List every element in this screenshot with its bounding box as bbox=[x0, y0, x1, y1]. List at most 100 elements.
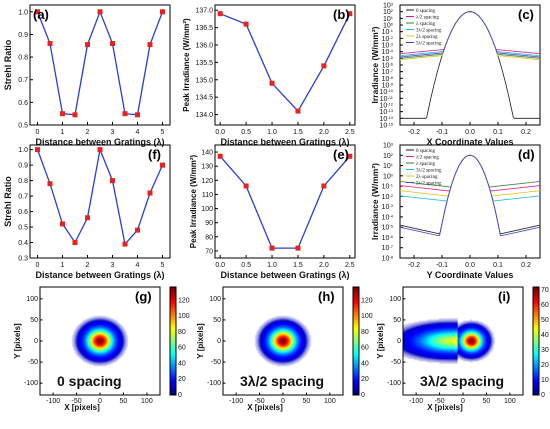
x-tick-label: 4 bbox=[136, 262, 140, 269]
colorbar-segment bbox=[170, 297, 176, 301]
colorbar-segment bbox=[533, 351, 539, 355]
data-point bbox=[321, 63, 327, 69]
x-tick-label: 0.0 bbox=[215, 129, 225, 136]
x-axis-label: X [pixels] bbox=[247, 403, 283, 412]
x-tick-label: 0 bbox=[98, 398, 102, 405]
plot-frame bbox=[29, 4, 171, 126]
colorbar-segment bbox=[533, 292, 539, 296]
x-tick-label: -100 bbox=[229, 398, 243, 405]
y-tick-label: 10-2 bbox=[382, 35, 394, 43]
data-point bbox=[47, 181, 53, 187]
colorbar-segment bbox=[353, 373, 359, 377]
y-tick-label: 0.9 bbox=[18, 32, 28, 39]
data-point bbox=[295, 245, 301, 251]
y-tick-exponent: -15 bbox=[387, 122, 394, 127]
colorbar-tick-label: 120 bbox=[178, 297, 190, 304]
heatmap-image bbox=[403, 287, 523, 395]
colorbar-segment bbox=[170, 332, 176, 337]
y-tick-label: 10-14 bbox=[379, 115, 393, 123]
data-point bbox=[217, 11, 223, 17]
x-tick-label: -0.1 bbox=[436, 129, 448, 136]
colorbar-segment bbox=[170, 330, 176, 334]
colorbar-segment bbox=[170, 362, 176, 366]
y-tick-exponent: -6 bbox=[389, 234, 393, 239]
legend-entry: 2λ spacing bbox=[416, 175, 438, 180]
x-tick-label: -50 bbox=[435, 398, 445, 405]
y-tick-label: 0.8 bbox=[18, 55, 28, 62]
colorbar-segment bbox=[533, 373, 539, 377]
x-tick-label: 5 bbox=[161, 262, 165, 269]
legend-entry: 2λ spacing bbox=[416, 35, 438, 40]
x-tick-label: 2.5 bbox=[345, 262, 355, 269]
colorbar-tick-label: 80 bbox=[178, 329, 186, 336]
y-tick-exponent: -8 bbox=[389, 255, 393, 260]
y-tick-label: 0.7 bbox=[18, 194, 28, 201]
colorbar-segment bbox=[533, 289, 539, 293]
legend-entry: 5λ/2 spacing bbox=[416, 42, 442, 47]
data-point bbox=[295, 108, 301, 114]
y-tick-exponent: -5 bbox=[389, 55, 393, 60]
colorbar-segment bbox=[353, 297, 359, 301]
data-point bbox=[72, 112, 78, 118]
colorbar-segment bbox=[170, 392, 176, 396]
data-point bbox=[135, 112, 140, 118]
y-tick-label: 0.3 bbox=[18, 256, 28, 263]
colorbar-segment bbox=[533, 295, 539, 299]
series-line bbox=[36, 10, 164, 116]
x-tick-label: 1.5 bbox=[293, 129, 303, 136]
y-tick-label: 0.4 bbox=[18, 240, 28, 247]
x-tick-label: 1.0 bbox=[267, 129, 277, 136]
colorbar-segment bbox=[170, 384, 176, 388]
x-tick-label: 100 bbox=[324, 398, 336, 405]
y-tick-label: 100 bbox=[383, 172, 394, 180]
series-line bbox=[219, 155, 351, 249]
chart-panel-g: -100 -50 0 50 100 100 50 0 -50 -100 X [pixels] Y [p… bbox=[13, 286, 190, 412]
colorbar-segment bbox=[170, 359, 176, 364]
colorbar-tick-label: 40 bbox=[178, 360, 186, 367]
y-tick-label: 10-7 bbox=[382, 68, 394, 76]
colorbar-segment bbox=[353, 362, 359, 366]
x-tick-label: 2 bbox=[86, 262, 90, 269]
colorbar-segment bbox=[353, 376, 359, 380]
y-tick-label: 102 bbox=[383, 152, 394, 160]
colorbar-segment bbox=[170, 300, 176, 304]
x-tick-label: -100 bbox=[46, 398, 60, 405]
colorbar-segment bbox=[170, 389, 176, 393]
y-axis-label: Y [pixels] bbox=[196, 323, 205, 359]
x-tick-label: 0.1 bbox=[493, 262, 503, 269]
heatmap-caption: 0 spacing bbox=[57, 373, 122, 389]
y-axis-label: Peak Irradiance (W/mm²) bbox=[189, 154, 198, 248]
colorbar-segment bbox=[353, 365, 359, 369]
colorbar-tick-label: 0 bbox=[541, 392, 545, 399]
colorbar-segment bbox=[353, 322, 359, 326]
colorbar-segment bbox=[533, 332, 539, 337]
y-tick-exponent: -2 bbox=[389, 35, 393, 40]
x-tick-label: -0.2 bbox=[408, 129, 420, 136]
colorbar-segment bbox=[533, 357, 539, 361]
x-tick-label: 0.0 bbox=[465, 262, 475, 269]
y-tick-exponent: -5 bbox=[389, 224, 393, 229]
data-point bbox=[97, 147, 103, 153]
chart-panel-c: -0.2 -0.1 0.0 0.1 0.210-1510-1410-1310-1210-… bbox=[370, 2, 541, 147]
y-tick-label: 10-4 bbox=[382, 213, 394, 221]
y-tick-label: 0.8 bbox=[18, 178, 28, 185]
colorbar-segment bbox=[533, 392, 539, 396]
colorbar-segment bbox=[170, 381, 176, 385]
colorbar-segment bbox=[533, 303, 539, 307]
y-axis-label: Strehl Ratio bbox=[3, 39, 13, 90]
y-tick-label: 10-4 bbox=[382, 48, 394, 56]
x-tick-label: 1 bbox=[61, 129, 65, 136]
y-tick-label: 10-3 bbox=[382, 203, 394, 211]
y-axis-label: Strehl Ratio bbox=[3, 176, 13, 227]
y-tick-exponent: 1 bbox=[391, 162, 394, 167]
x-axis-label: X Coordinate Values bbox=[426, 137, 513, 147]
y-tick-exponent: 2 bbox=[391, 8, 394, 13]
colorbar-segment bbox=[170, 324, 176, 328]
legend-entry: 3λ/2 spacing bbox=[416, 29, 442, 34]
y-axis-label: Irradiance (W/mm²) bbox=[370, 163, 380, 240]
colorbar-segment bbox=[353, 289, 359, 293]
colorbar-tick-label: 10 bbox=[541, 377, 549, 384]
heatmap-caption: 3λ/2 spacing bbox=[240, 373, 324, 389]
colorbar-segment bbox=[170, 305, 176, 310]
